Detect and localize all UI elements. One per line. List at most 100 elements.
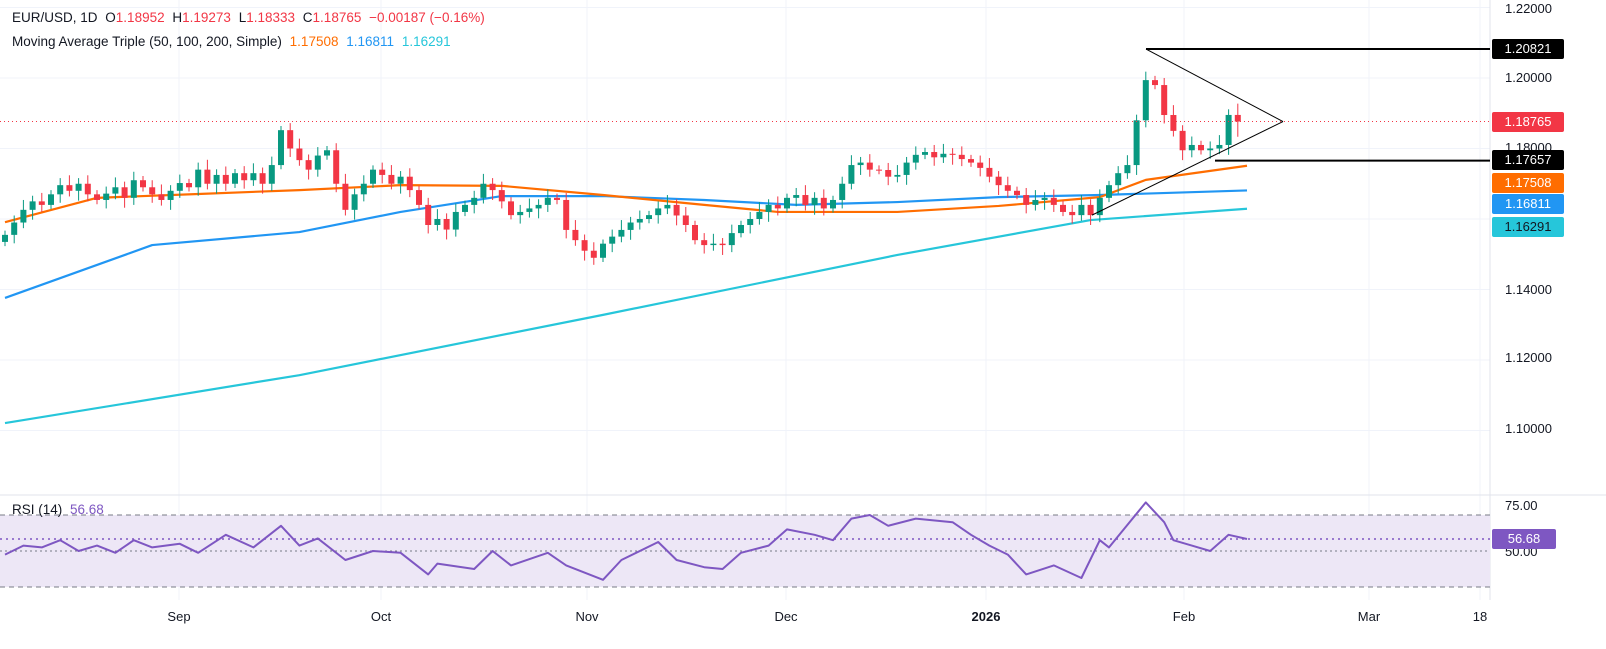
triangle-upper-line	[1145, 48, 1284, 122]
candle-body	[995, 176, 1002, 186]
low-value: 1.18333	[246, 10, 296, 25]
candle-body	[563, 199, 570, 230]
rsi-tick: 75.00	[1505, 498, 1538, 513]
change-value: −0.00187 (−0.16%)	[369, 10, 485, 25]
candle-body	[664, 204, 671, 209]
candle-body	[1050, 197, 1057, 205]
candle-body	[636, 219, 643, 223]
candle-body	[38, 201, 45, 205]
price-tick: 1.22000	[1505, 1, 1552, 16]
candle-body	[600, 243, 606, 258]
candle-body	[103, 193, 110, 200]
ma100-price-tag: 1.16811	[1492, 194, 1564, 214]
candle-body	[2, 234, 8, 242]
candle-body	[1041, 197, 1048, 200]
ma50-line	[4, 164, 1248, 224]
candle-body	[1161, 85, 1168, 116]
candle-body	[462, 204, 468, 212]
close-value: 1.18765	[312, 10, 362, 25]
candle-body	[756, 211, 763, 219]
candle-body	[278, 130, 284, 166]
ma-title: Moving Average Triple (50, 100, 200, Sim…	[12, 34, 282, 49]
candle-body	[176, 183, 183, 191]
candle-body	[554, 197, 560, 200]
candle-body	[434, 219, 441, 225]
candle-body	[535, 204, 542, 209]
time-tick: 18	[1472, 609, 1488, 624]
candle-body	[646, 215, 652, 219]
candle-body	[57, 185, 64, 195]
time-tick: Feb	[1172, 609, 1196, 624]
time-tick: Mar	[1357, 609, 1381, 624]
candle-body	[839, 183, 846, 200]
last-price-tag: 1.18765	[1492, 112, 1564, 132]
candle-body	[1170, 115, 1177, 131]
open-value: 1.18952	[115, 10, 165, 25]
candle-body	[1032, 199, 1039, 205]
candle-body	[977, 162, 984, 168]
rsi-value: 56.68	[70, 502, 104, 517]
candle-body	[857, 162, 864, 166]
ma200-value: 1.16291	[401, 34, 451, 49]
candle-body	[581, 240, 588, 251]
resistance-price-tag: 1.20821	[1492, 39, 1564, 59]
candle-body	[517, 211, 524, 216]
candle-body	[213, 174, 220, 184]
candle-body	[66, 185, 73, 191]
candle-body	[287, 130, 294, 149]
candle-body	[912, 154, 919, 163]
symbol-title: EUR/USD, 1D	[12, 10, 98, 25]
candle-body	[1188, 144, 1195, 151]
time-tick: Sep	[167, 609, 191, 624]
candle-body	[1115, 173, 1122, 186]
candle-body	[379, 169, 386, 175]
candle-body	[11, 222, 18, 235]
candle-body	[682, 215, 689, 225]
candle-body	[793, 195, 800, 198]
candle-body	[452, 211, 459, 230]
candle-body	[1069, 211, 1076, 216]
candle-body	[416, 190, 422, 205]
candle-body	[480, 183, 487, 198]
candle-body	[443, 219, 450, 230]
candle-body	[544, 197, 551, 205]
candle-body	[655, 208, 662, 216]
candle-body	[498, 190, 505, 202]
candle-body	[314, 155, 321, 170]
candle-body	[728, 233, 735, 246]
candle-body	[940, 153, 947, 158]
candle-body	[876, 169, 882, 171]
price-tick: 1.14000	[1505, 282, 1552, 297]
candle-body	[802, 195, 809, 205]
symbol-legend: EUR/USD, 1D O1.18952 H1.19273 L1.18333 C…	[12, 10, 489, 25]
candle-body	[949, 153, 956, 155]
candle-body	[885, 170, 892, 177]
candle-body	[360, 183, 367, 195]
candle-body	[1124, 165, 1131, 174]
candle-body	[1207, 148, 1214, 151]
candle-body	[526, 208, 533, 212]
candle-body	[406, 176, 413, 191]
candle-body	[259, 173, 266, 184]
rsi-title: RSI (14)	[12, 502, 63, 517]
candle-body	[1179, 130, 1186, 151]
candle-body	[774, 204, 781, 209]
ma200-line	[4, 207, 1248, 425]
candle-body	[1142, 80, 1149, 121]
candle-body	[94, 194, 100, 200]
rsi-legend: RSI (14) 56.68	[12, 502, 108, 517]
candle-body	[489, 183, 496, 191]
candle-body	[296, 148, 303, 161]
candle-body	[958, 154, 965, 160]
candle-body	[1014, 190, 1020, 196]
candle-body	[20, 209, 27, 223]
candle-body	[719, 243, 726, 246]
candle-body	[167, 190, 174, 200]
candle-body	[968, 159, 974, 163]
ma50-price-tag: 1.17508	[1492, 173, 1564, 193]
candle-body	[866, 162, 873, 170]
price-tick: 1.20000	[1505, 70, 1552, 85]
candle-body	[158, 194, 165, 200]
candle-body	[48, 194, 54, 205]
